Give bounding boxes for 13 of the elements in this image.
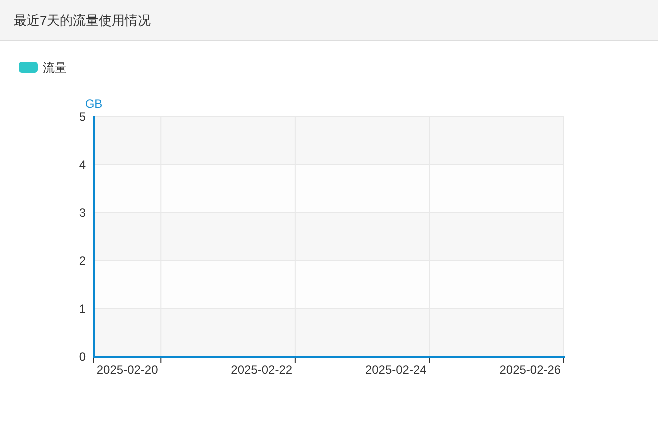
y-tick-label: 1 bbox=[79, 302, 86, 316]
x-tick-label: 2025-02-22 bbox=[231, 363, 293, 377]
title: 最近7天的流量使用情况 bbox=[14, 13, 152, 28]
y-axis-title: GB bbox=[85, 97, 103, 111]
y-tick-label: 2 bbox=[79, 254, 86, 268]
y-tick-label: 3 bbox=[79, 206, 86, 220]
y-tick-label: 4 bbox=[79, 158, 86, 172]
y-tick-label: 0 bbox=[79, 350, 86, 364]
legend-label: 流量 bbox=[43, 61, 67, 75]
x-tick-label: 2025-02-20 bbox=[96, 363, 158, 377]
y-tick-label: 5 bbox=[79, 110, 86, 124]
x-tick-label: 2025-02-24 bbox=[365, 363, 427, 377]
x-tick-label: 2025-02-26 bbox=[500, 363, 562, 377]
